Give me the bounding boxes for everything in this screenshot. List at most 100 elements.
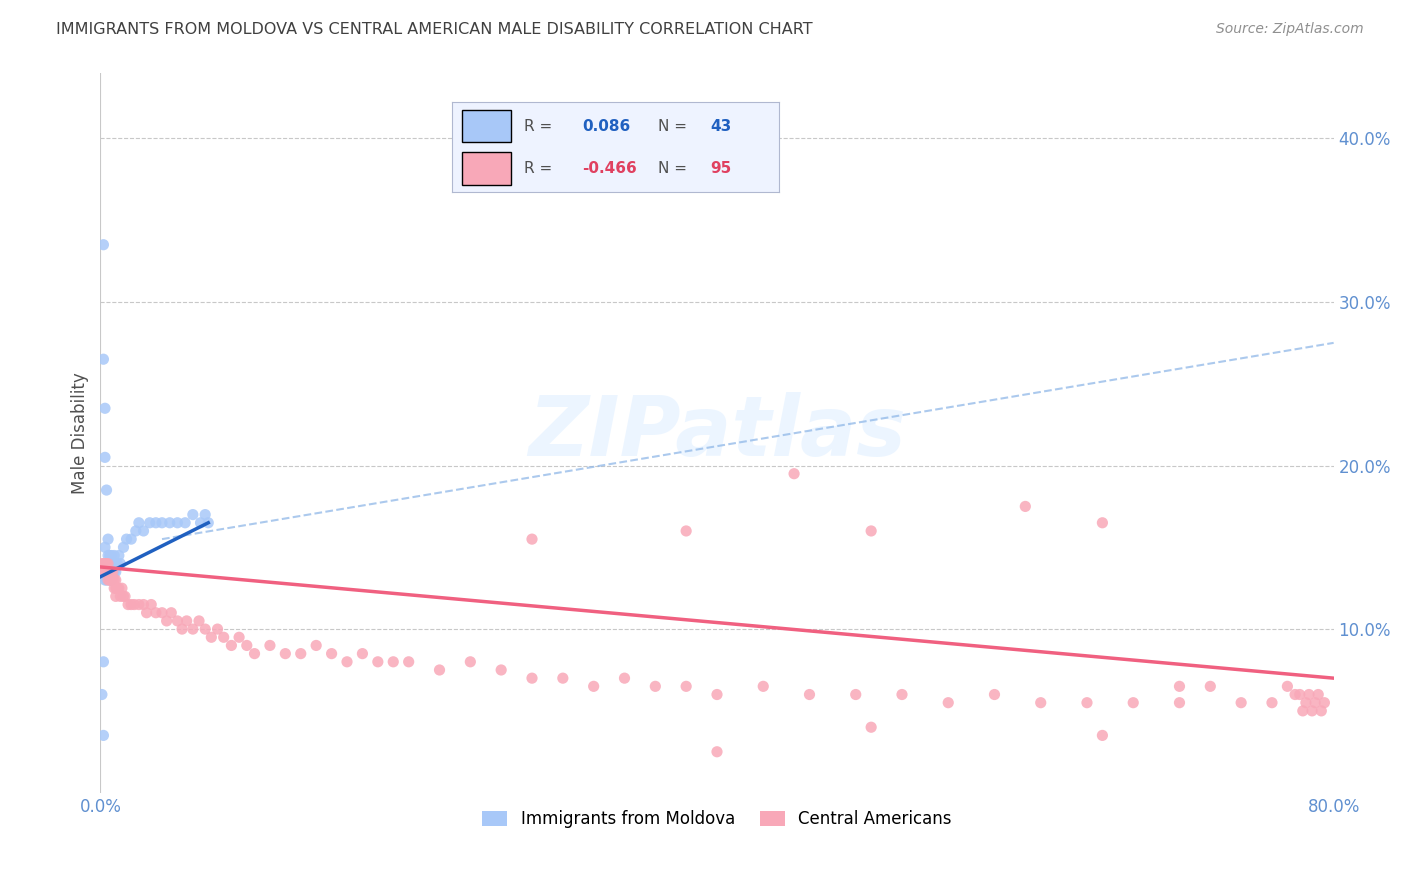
Point	[110, 590, 132, 604]
Point	[141, 598, 163, 612]
Point	[104, 557, 127, 571]
Legend: Immigrants from Moldova, Central Americans: Immigrants from Moldova, Central America…	[475, 804, 959, 835]
Y-axis label: Male Disability: Male Disability	[72, 372, 89, 493]
Point	[110, 557, 132, 571]
Point	[112, 590, 135, 604]
Point	[1014, 500, 1036, 514]
Point	[166, 516, 188, 530]
Point	[936, 696, 959, 710]
Point	[783, 467, 806, 481]
Point	[94, 565, 117, 579]
Point	[100, 573, 122, 587]
Point	[122, 598, 145, 612]
Point	[93, 352, 115, 367]
Point	[243, 647, 266, 661]
Text: IMMIGRANTS FROM MOLDOVA VS CENTRAL AMERICAN MALE DISABILITY CORRELATION CHART: IMMIGRANTS FROM MOLDOVA VS CENTRAL AMERI…	[56, 22, 813, 37]
Point	[1199, 679, 1222, 693]
Point	[104, 590, 127, 604]
Point	[551, 671, 574, 685]
Point	[100, 549, 122, 563]
Point	[103, 549, 125, 563]
Point	[706, 745, 728, 759]
Point	[259, 639, 281, 653]
Point	[613, 671, 636, 685]
Point	[98, 573, 121, 587]
Point	[1301, 704, 1323, 718]
Point	[97, 565, 120, 579]
Point	[135, 606, 157, 620]
Point	[105, 557, 128, 571]
Point	[132, 524, 155, 538]
Point	[128, 598, 150, 612]
Point	[112, 541, 135, 555]
Point	[207, 622, 229, 636]
Point	[1122, 696, 1144, 710]
Point	[96, 573, 118, 587]
Point	[305, 639, 328, 653]
Point	[117, 598, 139, 612]
Point	[170, 622, 193, 636]
Point	[1277, 679, 1299, 693]
Point	[94, 450, 117, 465]
Point	[460, 655, 482, 669]
Point	[114, 590, 136, 604]
Point	[1091, 728, 1114, 742]
Point	[1076, 696, 1098, 710]
Point	[94, 557, 117, 571]
Point	[105, 581, 128, 595]
Point	[321, 647, 343, 661]
Point	[1308, 688, 1330, 702]
Point	[194, 622, 217, 636]
Point	[860, 524, 883, 538]
Point	[176, 614, 198, 628]
Point	[352, 647, 374, 661]
Point	[706, 688, 728, 702]
Point	[181, 508, 204, 522]
Point	[98, 565, 121, 579]
Point	[145, 606, 167, 620]
Point	[150, 606, 173, 620]
Point	[520, 532, 543, 546]
Point	[96, 483, 118, 497]
Point	[382, 655, 405, 669]
Point	[97, 532, 120, 546]
Point	[125, 524, 148, 538]
Point	[336, 655, 359, 669]
Point	[100, 565, 122, 579]
Point	[891, 688, 914, 702]
Point	[212, 630, 235, 644]
Point	[90, 688, 112, 702]
Point	[159, 516, 181, 530]
Point	[97, 557, 120, 571]
Point	[96, 565, 118, 579]
Point	[200, 630, 222, 644]
Point	[1230, 696, 1253, 710]
Point	[1168, 679, 1191, 693]
Point	[274, 647, 297, 661]
Point	[181, 622, 204, 636]
Point	[94, 541, 117, 555]
Point	[1292, 704, 1315, 718]
Point	[845, 688, 868, 702]
Point	[101, 565, 124, 579]
Point	[94, 557, 117, 571]
Point	[132, 598, 155, 612]
Point	[108, 581, 131, 595]
Point	[197, 516, 219, 530]
Point	[104, 573, 127, 587]
Point	[367, 655, 389, 669]
Point	[160, 606, 183, 620]
Point	[644, 679, 666, 693]
Point	[1091, 516, 1114, 530]
Point	[1029, 696, 1052, 710]
Point	[94, 573, 117, 587]
Point	[94, 401, 117, 416]
Point	[96, 557, 118, 571]
Point	[128, 516, 150, 530]
Point	[1303, 696, 1326, 710]
Point	[799, 688, 821, 702]
Point	[860, 720, 883, 734]
Point	[429, 663, 451, 677]
Point	[675, 524, 697, 538]
Point	[103, 565, 125, 579]
